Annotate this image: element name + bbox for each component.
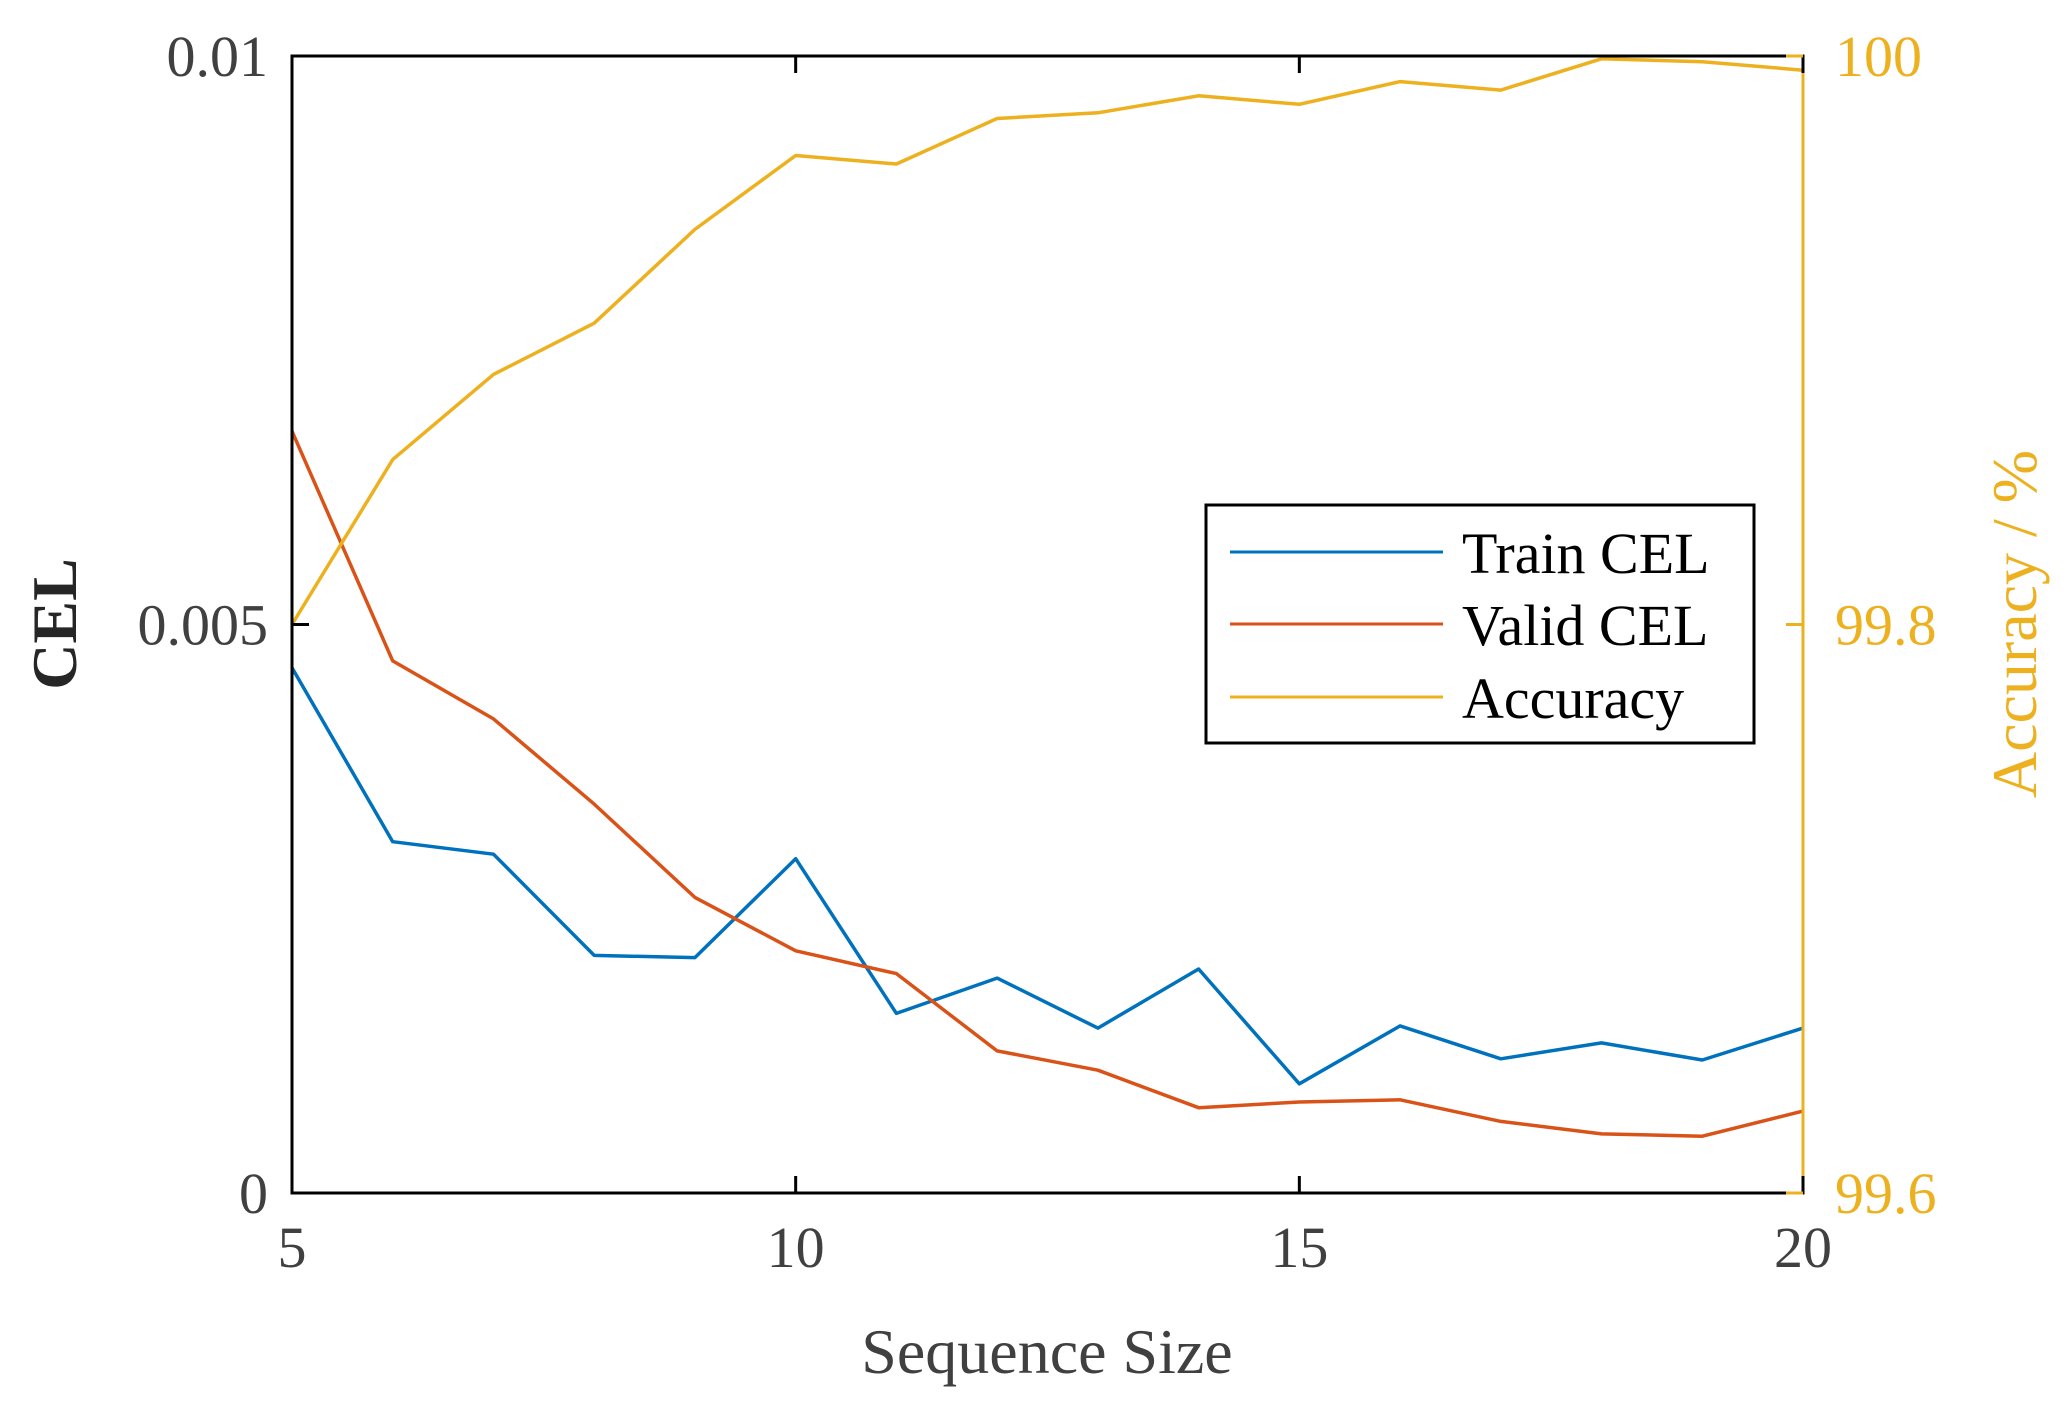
legend: Train CEL Valid CEL Accuracy <box>1204 503 1756 745</box>
axis-ticks: 5 10 15 20 0 0.005 0.01 99.6 99.8 100 <box>138 24 1937 1280</box>
legend-label-train-cel: Train CEL <box>1462 521 1710 586</box>
x-tick-label: 10 <box>767 1215 825 1280</box>
series-line-train-cel <box>290 666 1804 1086</box>
y-axis-label: CEL <box>19 558 90 690</box>
y2-tick-label: 100 <box>1835 24 1922 89</box>
y-tick-label: 0.005 <box>138 593 269 658</box>
x-tick-label: 20 <box>1774 1215 1832 1280</box>
y2-axis-label: Accuracy / % <box>1979 450 2050 798</box>
x-axis-label: Sequence Size <box>861 1316 1232 1387</box>
legend-label-accuracy: Accuracy <box>1462 666 1684 731</box>
y-tick-label: 0.01 <box>167 24 269 89</box>
legend-label-valid-cel: Valid CEL <box>1462 593 1708 658</box>
x-tick-label: 5 <box>278 1215 307 1280</box>
x-tick-label: 15 <box>1270 1215 1328 1280</box>
series-line-valid-cel <box>290 430 1804 1138</box>
y2-tick-label: 99.6 <box>1835 1161 1937 1226</box>
series-line-accuracy <box>290 57 1804 626</box>
plot-lines <box>290 57 1804 1138</box>
y2-tick-label: 99.8 <box>1835 593 1937 658</box>
y-tick-label: 0 <box>239 1161 268 1226</box>
